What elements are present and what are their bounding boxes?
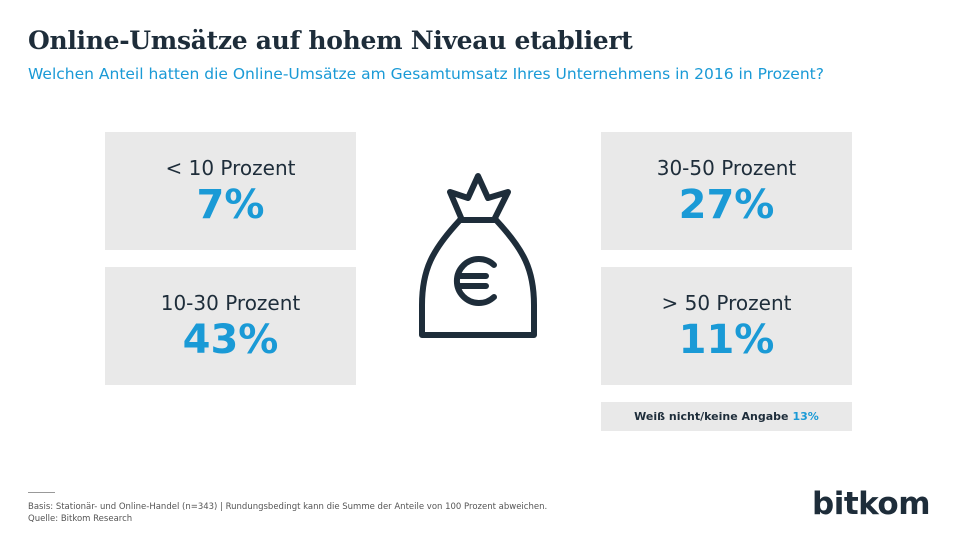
answer-box: 30-50 Prozent 27% — [601, 132, 852, 250]
answer-value: 7% — [196, 182, 265, 228]
money-bag-icon — [419, 173, 537, 338]
answer-box: > 50 Prozent 11% — [601, 267, 852, 385]
extra-value: 13% — [792, 410, 819, 423]
answer-value: 43% — [182, 317, 279, 363]
answer-value: 27% — [678, 182, 775, 228]
answer-label: 10-30 Prozent — [160, 291, 301, 315]
title: Online-Umsätze auf hohem Niveau etablier… — [28, 26, 633, 55]
answer-label: 30-50 Prozent — [656, 156, 797, 180]
logo: bitkom — [812, 486, 931, 522]
footer-basis: Basis: Stationär- und Online-Handel (n=3… — [28, 502, 548, 512]
extra-label: Weiß nicht/keine Angabe — [634, 410, 789, 423]
answer-box: < 10 Prozent 7% — [105, 132, 356, 250]
answer-label: > 50 Prozent — [661, 291, 792, 315]
extra-box: Weiß nicht/keine Angabe 13% — [601, 402, 852, 431]
answer-label: < 10 Prozent — [165, 156, 296, 180]
subtitle: Welchen Anteil hatten die Online-Umsätze… — [28, 65, 824, 83]
footer-rule — [28, 492, 55, 493]
answer-value: 11% — [678, 317, 775, 363]
answer-box: 10-30 Prozent 43% — [105, 267, 356, 385]
footer-source: Quelle: Bitkom Research — [28, 514, 133, 524]
